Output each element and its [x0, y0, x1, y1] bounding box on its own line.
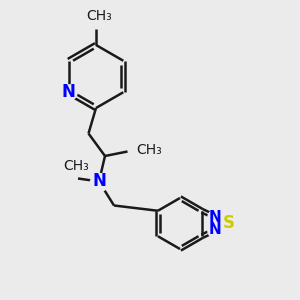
Text: CH₃: CH₃ [86, 9, 112, 23]
Text: N: N [209, 222, 222, 237]
Text: N: N [92, 172, 106, 190]
Text: S: S [223, 214, 235, 232]
Text: N: N [62, 83, 76, 101]
Text: CH₃: CH₃ [136, 143, 162, 157]
Text: N: N [209, 210, 222, 225]
Text: CH₃: CH₃ [64, 159, 89, 173]
